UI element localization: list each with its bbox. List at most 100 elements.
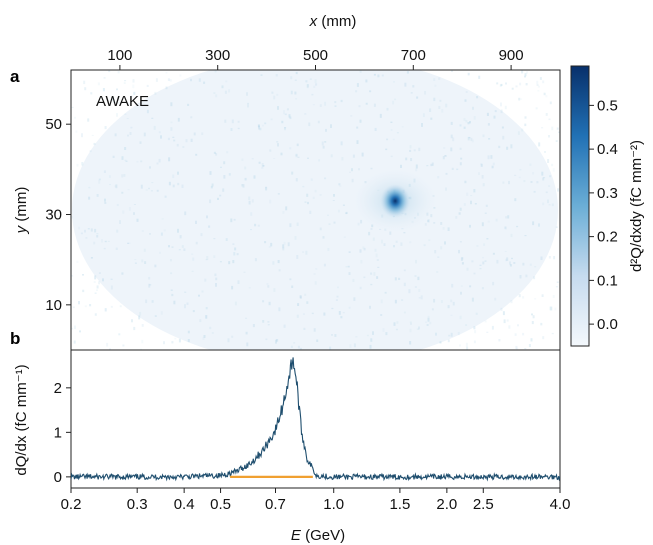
noise-speck — [360, 219, 363, 224]
noise-speck — [483, 243, 486, 246]
noise-speck — [420, 295, 423, 300]
noise-speck — [84, 229, 86, 233]
noise-speck — [508, 180, 510, 185]
noise-speck — [458, 212, 461, 215]
noise-speck — [109, 348, 111, 350]
noise-speck — [104, 126, 107, 130]
noise-speck — [172, 136, 175, 138]
noise-speck — [154, 315, 157, 317]
noise-speck — [555, 286, 558, 288]
noise-speck — [250, 212, 253, 216]
noise-speck — [198, 78, 201, 82]
noise-speck — [245, 317, 248, 319]
noise-speck — [266, 283, 269, 285]
noise-speck — [110, 100, 113, 102]
noise-speck — [312, 104, 315, 106]
noise-speck — [265, 338, 268, 341]
noise-speck — [552, 295, 555, 298]
noise-speck — [469, 224, 471, 228]
noise-speck — [451, 70, 453, 72]
noise-speck — [330, 124, 332, 128]
noise-speck — [554, 307, 557, 311]
noise-speck — [187, 330, 190, 334]
noise-speck — [409, 321, 412, 323]
noise-speck — [431, 162, 434, 166]
noise-speck — [213, 255, 216, 258]
noise-speck — [295, 153, 298, 158]
noise-speck — [297, 156, 300, 158]
noise-speck — [308, 122, 311, 127]
noise-speck — [475, 312, 478, 315]
noise-speck — [314, 79, 317, 83]
noise-speck — [525, 83, 528, 86]
noise-speck — [392, 138, 395, 141]
noise-speck — [496, 259, 499, 264]
noise-speck — [225, 238, 228, 241]
noise-speck — [517, 131, 520, 135]
noise-speck — [463, 126, 466, 129]
noise-speck — [289, 278, 292, 281]
noise-speck — [137, 102, 140, 104]
noise-speck — [213, 92, 216, 94]
noise-speck — [103, 77, 106, 79]
noise-speck — [410, 322, 412, 325]
noise-speck — [500, 307, 503, 311]
noise-speck — [133, 326, 136, 331]
noise-speck — [467, 122, 470, 125]
electron-spot — [380, 183, 411, 218]
noise-speck — [464, 99, 467, 102]
noise-speck — [473, 272, 476, 275]
noise-speck — [459, 124, 462, 127]
noise-speck — [468, 137, 471, 139]
noise-speck — [440, 300, 443, 304]
y-axis-label: y (mm) — [13, 187, 30, 235]
noise-speck — [243, 271, 246, 273]
noise-speck — [495, 218, 498, 222]
colorbar-ticks: 0.0 0.1 0.2 0.3 0.4 0.5 — [589, 97, 618, 333]
noise-speck — [543, 92, 546, 96]
noise-speck — [116, 229, 119, 233]
noise-speck — [170, 272, 173, 275]
noise-speck — [334, 105, 337, 107]
noise-speck — [337, 286, 339, 289]
noise-speck — [426, 165, 429, 167]
noise-speck — [110, 285, 113, 290]
noise-speck — [190, 116, 193, 119]
noise-speck — [370, 338, 373, 342]
noise-speck — [97, 82, 100, 86]
noise-speck — [380, 299, 383, 304]
noise-speck — [505, 258, 508, 262]
noise-speck — [198, 294, 200, 297]
noise-speck — [482, 183, 485, 187]
noise-speck — [284, 127, 286, 131]
noise-speck — [324, 141, 327, 143]
noise-speck — [224, 90, 227, 94]
noise-speck — [269, 149, 272, 152]
noise-speck — [350, 115, 353, 117]
noise-speck — [227, 338, 230, 343]
noise-speck — [538, 142, 541, 147]
noise-speck — [311, 312, 314, 315]
noise-speck — [427, 219, 430, 223]
noise-speck — [515, 85, 518, 88]
noise-speck — [290, 345, 293, 348]
noise-speck — [498, 339, 501, 342]
noise-speck — [273, 288, 276, 292]
noise-speck — [154, 264, 157, 268]
noise-speck — [329, 346, 332, 350]
noise-speck — [416, 328, 419, 330]
noise-speck — [233, 218, 236, 221]
noise-speck — [272, 261, 275, 265]
noise-speck — [113, 100, 116, 104]
colorbar-label: d²Q/dxdy (fC mm⁻²) — [628, 140, 645, 272]
noise-speck — [158, 131, 161, 134]
noise-speck — [236, 253, 239, 256]
noise-speck — [552, 168, 555, 172]
noise-speck — [486, 112, 489, 116]
noise-speck — [122, 344, 125, 347]
noise-speck — [305, 250, 308, 255]
noise-speck — [173, 300, 176, 305]
noise-speck — [467, 136, 470, 141]
noise-speck — [345, 212, 348, 215]
noise-speck — [106, 342, 109, 347]
